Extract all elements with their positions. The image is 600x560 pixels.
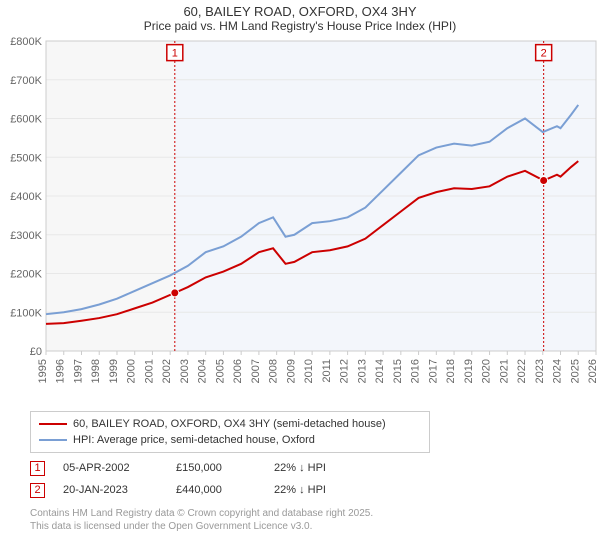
legend-swatch (39, 439, 67, 441)
svg-text:1998: 1998 (90, 359, 102, 383)
svg-text:2005: 2005 (214, 359, 226, 383)
svg-text:2013: 2013 (356, 359, 368, 383)
svg-text:2004: 2004 (197, 359, 209, 383)
svg-text:2024: 2024 (552, 359, 564, 383)
svg-text:2025: 2025 (569, 359, 581, 383)
svg-text:2022: 2022 (516, 359, 528, 383)
svg-text:2021: 2021 (498, 359, 510, 383)
svg-text:2009: 2009 (285, 359, 297, 383)
legend-row: HPI: Average price, semi-detached house,… (39, 432, 421, 448)
svg-text:2012: 2012 (339, 359, 351, 383)
chart-legend: 60, BAILEY ROAD, OXFORD, OX4 3HY (semi-d… (30, 411, 430, 453)
footer-line2: This data is licensed under the Open Gov… (30, 520, 592, 533)
svg-text:£300K: £300K (10, 230, 42, 242)
event-date: 20-JAN-2023 (63, 484, 158, 496)
event-price: £440,000 (176, 484, 256, 496)
svg-text:2000: 2000 (126, 359, 138, 383)
svg-text:£100K: £100K (10, 307, 42, 319)
svg-text:2006: 2006 (232, 359, 244, 383)
svg-text:2015: 2015 (392, 359, 404, 383)
event-price: £150,000 (176, 462, 256, 474)
svg-text:£700K: £700K (10, 75, 42, 87)
chart-title-subtitle: Price paid vs. HM Land Registry's House … (0, 19, 600, 33)
svg-text:£400K: £400K (10, 191, 42, 203)
svg-text:2016: 2016 (410, 359, 422, 383)
svg-text:1996: 1996 (55, 359, 67, 383)
svg-text:£600K: £600K (10, 114, 42, 126)
legend-swatch (39, 423, 67, 425)
event-table: 1 05-APR-2002 £150,000 22% ↓ HPI 2 20-JAN-202… (30, 457, 592, 501)
svg-text:2020: 2020 (481, 359, 493, 383)
svg-text:2023: 2023 (534, 359, 546, 383)
event-date: 05-APR-2002 (63, 462, 158, 474)
footer-attribution: Contains HM Land Registry data © Crown c… (30, 507, 592, 533)
svg-text:£500K: £500K (10, 152, 42, 164)
svg-text:2007: 2007 (250, 359, 262, 383)
event-row: 1 05-APR-2002 £150,000 22% ↓ HPI (30, 457, 592, 479)
svg-text:1995: 1995 (37, 359, 49, 383)
event-note: 22% ↓ HPI (274, 462, 326, 474)
svg-text:2: 2 (541, 48, 547, 60)
svg-text:2014: 2014 (374, 359, 386, 383)
svg-text:2019: 2019 (463, 359, 475, 383)
svg-text:2008: 2008 (268, 359, 280, 383)
footer-line1: Contains HM Land Registry data © Crown c… (30, 507, 592, 520)
svg-text:1997: 1997 (72, 359, 84, 383)
svg-text:£0: £0 (30, 346, 42, 358)
chart-area: £0 £100K £200K £300K £400K £500K £600K £700K £80… (0, 35, 600, 405)
svg-text:2011: 2011 (321, 359, 333, 383)
chart-title-address: 60, BAILEY ROAD, OXFORD, OX4 3HY (0, 4, 600, 19)
event-note: 22% ↓ HPI (274, 484, 326, 496)
price-line-chart: £0 £100K £200K £300K £400K £500K £600K £700K £80… (0, 35, 600, 405)
svg-text:2018: 2018 (445, 359, 457, 383)
legend-row: 60, BAILEY ROAD, OXFORD, OX4 3HY (semi-d… (39, 416, 421, 432)
legend-label: HPI: Average price, semi-detached house,… (73, 434, 315, 446)
event-row: 2 20-JAN-2023 £440,000 22% ↓ HPI (30, 479, 592, 501)
svg-text:1: 1 (172, 48, 178, 60)
svg-text:2002: 2002 (161, 359, 173, 383)
svg-text:£800K: £800K (10, 36, 42, 48)
svg-text:2017: 2017 (427, 359, 439, 383)
event-badge: 1 (30, 461, 45, 476)
svg-text:2001: 2001 (143, 359, 155, 383)
legend-label: 60, BAILEY ROAD, OXFORD, OX4 3HY (semi-d… (73, 418, 386, 430)
svg-text:2026: 2026 (587, 359, 599, 383)
svg-text:2010: 2010 (303, 359, 315, 383)
svg-text:£200K: £200K (10, 269, 42, 281)
svg-text:1999: 1999 (108, 359, 120, 383)
svg-text:2003: 2003 (179, 359, 191, 383)
event-badge: 2 (30, 483, 45, 498)
